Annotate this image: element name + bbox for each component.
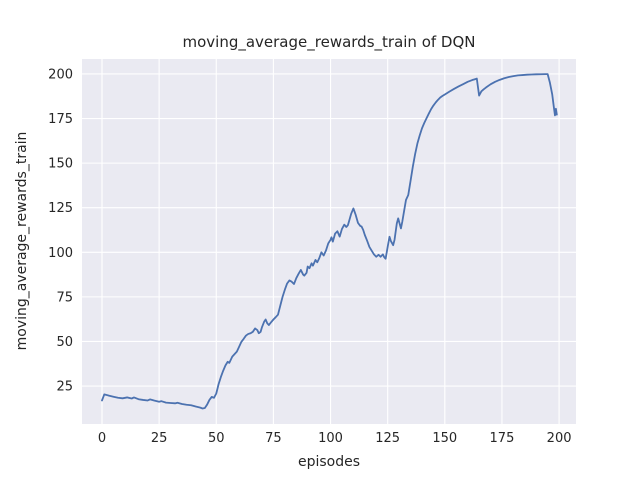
y-tick-label: 100 xyxy=(48,246,73,261)
y-tick-label: 50 xyxy=(56,335,73,350)
y-tick-label: 25 xyxy=(56,380,73,395)
chart-title: moving_average_rewards_train of DQN xyxy=(182,33,475,52)
x-tick-label: 50 xyxy=(208,431,225,446)
y-axis-label: moving_average_rewards_train xyxy=(14,132,30,351)
y-tick-label: 175 xyxy=(48,112,73,127)
x-tick-label: 25 xyxy=(151,431,168,446)
data-line-dqn xyxy=(101,73,558,410)
x-tick-label: 200 xyxy=(547,431,572,446)
x-tick-labels: 0 25 50 75 100 125 150 175 200 xyxy=(98,431,572,446)
x-tick-label: 150 xyxy=(432,431,457,446)
y-tick-labels: 25 50 75 100 125 150 175 200 xyxy=(48,67,73,394)
x-tick-label: 100 xyxy=(318,431,343,446)
x-tick-label: 0 xyxy=(98,431,106,446)
y-tick-label: 150 xyxy=(48,157,73,172)
y-tick-label: 125 xyxy=(48,201,73,216)
x-tick-label: 125 xyxy=(375,431,400,446)
x-tick-label: 175 xyxy=(490,431,515,446)
x-axis-label: episodes xyxy=(298,454,360,470)
y-tick-label: 75 xyxy=(56,290,73,305)
x-tick-label: 75 xyxy=(265,431,282,446)
grid-lines xyxy=(82,59,576,424)
y-tick-label: 200 xyxy=(48,67,73,82)
